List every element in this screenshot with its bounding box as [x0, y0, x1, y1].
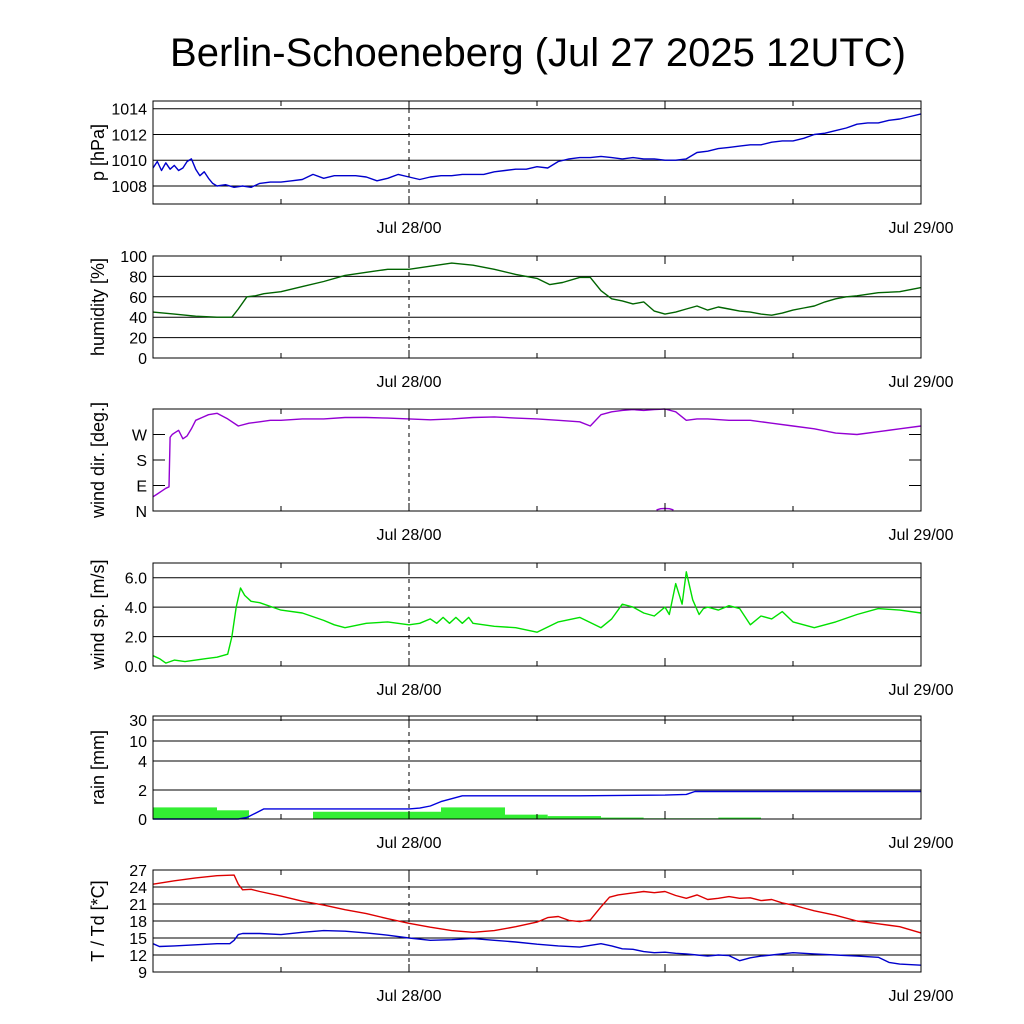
temperature-xtick-label: Jul 29/00 [889, 988, 954, 1005]
chart-title: Berlin-Schoeneberg (Jul 27 2025 12UTC) [170, 31, 906, 75]
humidity-xtick-label: Jul 28/00 [377, 374, 442, 391]
wind-direction-ytick-label: N [135, 504, 147, 521]
wind-direction-ytick-label: E [136, 479, 147, 496]
rain-bar [718, 817, 761, 819]
wind-speed-xtick-label: Jul 29/00 [889, 682, 954, 699]
wind-speed-frame [152, 562, 922, 667]
rain-ytick-label: 10 [129, 734, 147, 751]
wind-direction-axis-label: wind dir. [deg.] [88, 402, 108, 519]
rain-frame [152, 715, 922, 820]
humidity-ytick-label: 20 [129, 331, 147, 348]
rain-bar [153, 807, 217, 819]
temperature-axis-label: T / Td [*C] [88, 880, 108, 961]
wind-speed-ytick-label: 6.0 [125, 571, 147, 588]
rain-bar [601, 817, 644, 819]
humidity-ytick-label: 80 [129, 269, 147, 286]
rain-bar [217, 810, 249, 819]
wind-speed-ytick-label: 2.0 [125, 630, 147, 647]
pressure-axis-label: p [hPa] [88, 124, 108, 181]
pressure-ytick-label: 1012 [111, 127, 147, 144]
rain-bar [441, 807, 505, 819]
rain-bars [153, 807, 761, 819]
wind-speed-panel: 0.0 2.0 4.0 6.0 Jul 28/00 Jul 29/00 wind sp. [… [88, 559, 954, 699]
pressure-xtick-label: Jul 29/00 [889, 220, 954, 237]
rain-axis-label: rain [mm] [88, 730, 108, 805]
humidity-ytick-label: 0 [138, 351, 147, 368]
pressure-ytick-label: 1014 [111, 102, 147, 119]
rain-xtick-label: Jul 28/00 [377, 835, 442, 852]
wind-direction-ytick-label: S [136, 453, 147, 470]
rain-gridlines [153, 719, 921, 820]
temperature-ytick-label: 18 [129, 914, 147, 931]
temperature-series-line-1 [152, 874, 922, 934]
rain-bar [547, 816, 601, 819]
pressure-ytick-label: 1008 [111, 179, 147, 196]
rain-series-line-1 [153, 790, 921, 820]
pressure-frame [152, 100, 922, 205]
rain-ytick-label: 0 [138, 812, 147, 829]
humidity-xtick-label: Jul 29/00 [889, 374, 954, 391]
humidity-ytick-label: 60 [129, 290, 147, 307]
pressure-ytick-label: 1010 [111, 153, 147, 170]
temperature-ytick-label: 21 [129, 897, 147, 914]
rain-panel: 0 2 4 10 30 Jul 28/00 Jul 29/00 rain [mm] [88, 713, 954, 852]
wind-direction-xtick-label: Jul 29/00 [889, 527, 954, 544]
wind-direction-ytick-label: W [132, 428, 148, 445]
temperature-gridlines [153, 869, 921, 973]
humidity-series-line-1 [152, 262, 922, 318]
humidity-ytick-label: 100 [120, 249, 147, 266]
wind-speed-ytick-label: 0.0 [125, 659, 147, 676]
wind-speed-gridlines [153, 577, 921, 667]
humidity-axis-label: humidity [%] [88, 258, 108, 356]
humidity-ytick-label: 40 [129, 310, 147, 327]
wind-direction-gridlines [153, 434, 921, 512]
pressure-series-line-1 [152, 113, 922, 189]
wind-speed-axis-label: wind sp. [m/s] [88, 559, 108, 670]
wind-speed-xtick-label: Jul 28/00 [377, 682, 442, 699]
temperature-ytick-label: 27 [129, 863, 147, 880]
temperature-ytick-label: 9 [138, 965, 147, 982]
rain-bar [505, 814, 548, 819]
wind-speed-series-line-1 [152, 571, 922, 664]
pressure-xtick-label: Jul 28/00 [377, 220, 442, 237]
temperature-xtick-label: Jul 28/00 [377, 988, 442, 1005]
wind-direction-xtick-label: Jul 28/00 [377, 527, 442, 544]
temperature-ytick-label: 24 [129, 880, 147, 897]
wind-speed-ytick-label: 4.0 [125, 600, 147, 617]
pressure-panel: 1008 1010 1012 1014 Jul 28/00 Jul 29/00 p [hPa… [88, 100, 954, 237]
wind-direction-series-line-1 [152, 408, 922, 498]
temperature-ytick-label: 15 [129, 931, 147, 948]
rain-ytick-label: 30 [129, 713, 147, 730]
rain-bar [313, 811, 441, 819]
temperature-series-line-2 [152, 929, 922, 966]
rain-xtick-label: Jul 29/00 [889, 835, 954, 852]
pressure-gridlines [153, 108, 921, 187]
rain-ytick-label: 2 [138, 783, 147, 800]
wind-direction-frame [152, 408, 922, 512]
humidity-panel: 0 20 40 60 80 100 Jul 28/00 Jul 29/00 humidity [… [88, 249, 954, 391]
temperature-ytick-label: 12 [129, 948, 147, 965]
rain-ytick-label: 4 [138, 754, 147, 771]
